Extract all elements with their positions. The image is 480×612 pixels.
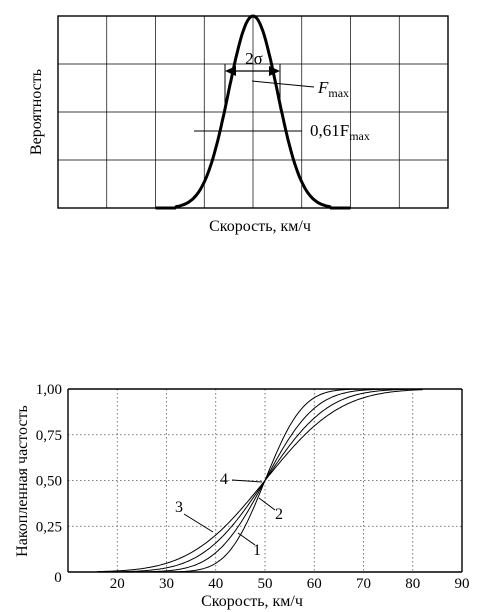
cumulative-curve-4: [97, 389, 423, 573]
top-ylabel: Вероятность: [28, 69, 45, 155]
bottom-grid: [68, 389, 462, 572]
curve-label-1: 1: [253, 542, 261, 559]
y-tick-labels: 0,25 0,50 0,75 1,00: [36, 382, 62, 535]
x-tick-label: 30: [159, 576, 174, 592]
f061-label: 0,61Fmax: [310, 121, 370, 143]
x-tick-label: 20: [110, 576, 125, 592]
bottom-xlabel: Скорость, км/ч: [201, 593, 303, 610]
bottom-ylabel: Накопленная частость: [14, 405, 31, 557]
sigma-arrow-left: [225, 66, 236, 76]
curve-label-3: 3: [175, 499, 183, 516]
x-tick-label: 70: [356, 576, 371, 592]
x-tick-label: 50: [258, 576, 273, 592]
x-tick-label: 40: [208, 576, 223, 592]
fmax-leader: [251, 80, 315, 88]
sigma-arrow-right: [269, 66, 280, 76]
leader-curve-2: [258, 497, 276, 511]
y-tick-label: 0,25: [36, 519, 62, 535]
y-tick-label: 0,75: [36, 428, 62, 444]
fmax-label: Fmax: [317, 78, 349, 100]
x-tick-label: 60: [307, 576, 322, 592]
x-tick-label: 90: [455, 576, 470, 592]
x-tick-labels: 0 20 30 40 50 60 70 80 90: [54, 570, 469, 592]
leader-curve-1: [237, 532, 256, 546]
cumulative-curve-3: [97, 388, 423, 573]
x-tick-label: 0: [54, 570, 62, 586]
y-tick-label: 1,00: [36, 382, 62, 398]
leader-curve-3: [183, 513, 214, 533]
top-grid: [58, 16, 448, 208]
curve-label-4: 4: [220, 471, 228, 488]
top-xlabel: Скорость, км/ч: [209, 218, 311, 235]
density-curve: [155, 14, 351, 210]
probability-density-chart: 2σ Fmax 0,61Fmax Вероятность Скорость, к…: [28, 14, 449, 235]
y-tick-label: 0,50: [36, 474, 62, 490]
leader-curve-4: [231, 479, 263, 483]
curve-label-2: 2: [275, 506, 283, 523]
sigma-label: 2σ: [245, 49, 263, 68]
x-tick-label: 80: [405, 576, 420, 592]
